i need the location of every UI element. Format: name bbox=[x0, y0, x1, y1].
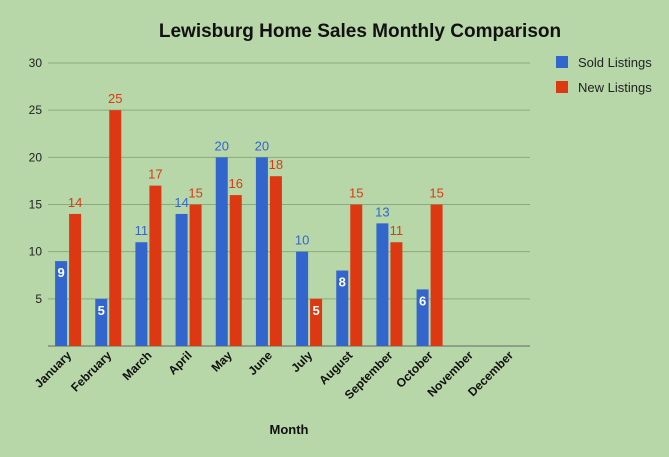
bar-sold-listings-july[interactable] bbox=[296, 251, 309, 346]
data-label: 15 bbox=[188, 186, 202, 201]
x-tick-label: February bbox=[68, 348, 114, 394]
data-label: 11 bbox=[390, 223, 404, 238]
bar-new-listings-january[interactable] bbox=[69, 213, 82, 346]
bar-sold-listings-january[interactable] bbox=[55, 261, 68, 346]
data-label: 5 bbox=[98, 303, 105, 318]
data-label: 17 bbox=[148, 167, 162, 182]
bar-sold-listings-october[interactable] bbox=[416, 289, 429, 346]
bar-new-listings-february[interactable] bbox=[109, 110, 122, 347]
bar-new-listings-september[interactable] bbox=[390, 242, 403, 346]
x-tick-label: July bbox=[288, 348, 315, 375]
data-label: 20 bbox=[215, 138, 229, 153]
gridlines bbox=[48, 62, 530, 347]
y-tick-label: 30 bbox=[29, 56, 43, 70]
data-label: 15 bbox=[349, 186, 363, 201]
data-label: 9 bbox=[57, 265, 64, 280]
y-tick-label: 10 bbox=[29, 245, 43, 259]
bar-new-listings-march[interactable] bbox=[149, 185, 162, 346]
legend-label: New Listings bbox=[578, 80, 652, 95]
bar-new-listings-april[interactable] bbox=[189, 204, 202, 347]
bar-sold-listings-august[interactable] bbox=[336, 270, 349, 346]
bar-new-listings-october[interactable] bbox=[430, 204, 443, 347]
y-axis-ticks: 5 10 15 20 25 30 bbox=[29, 56, 43, 306]
bar-sold-listings-april[interactable] bbox=[175, 213, 188, 346]
bar-new-listings-may[interactable] bbox=[229, 195, 242, 346]
x-tick-label: June bbox=[245, 348, 275, 378]
data-label: 13 bbox=[375, 204, 389, 219]
bar-sold-listings-june[interactable] bbox=[255, 157, 268, 346]
bar-sold-listings-may[interactable] bbox=[215, 157, 228, 346]
x-tick-label: May bbox=[208, 348, 235, 375]
bar-new-listings-august[interactable] bbox=[350, 204, 363, 347]
x-tick-label: April bbox=[165, 348, 194, 377]
data-label: 5 bbox=[312, 303, 319, 318]
data-label: 15 bbox=[429, 186, 443, 201]
bar-sold-listings-september[interactable] bbox=[376, 223, 389, 346]
x-axis-label: Month bbox=[270, 422, 309, 437]
y-tick-label: 25 bbox=[29, 103, 43, 117]
bar-sold-listings-march[interactable] bbox=[135, 242, 148, 346]
data-label: 20 bbox=[255, 138, 269, 153]
x-tick-label: March bbox=[120, 348, 155, 383]
data-label: 14 bbox=[68, 195, 82, 210]
legend-swatch bbox=[556, 56, 568, 68]
x-tick-label: August bbox=[316, 348, 355, 387]
data-label: 8 bbox=[339, 275, 346, 290]
bar-new-listings-july[interactable] bbox=[310, 298, 323, 346]
y-tick-label: 15 bbox=[29, 198, 43, 212]
legend[interactable]: Sold Listings New Listings bbox=[556, 55, 652, 95]
chart-title: Lewisburg Home Sales Monthly Comparison bbox=[159, 21, 561, 42]
data-label: 16 bbox=[229, 176, 243, 191]
y-tick-label: 20 bbox=[29, 150, 43, 164]
data-label: 11 bbox=[135, 223, 149, 238]
data-label: 10 bbox=[295, 233, 309, 248]
legend-swatch bbox=[556, 81, 568, 93]
data-label: 25 bbox=[108, 91, 122, 106]
data-label: 14 bbox=[174, 195, 188, 210]
data-label: 18 bbox=[269, 157, 283, 172]
bar-sold-listings-february[interactable] bbox=[95, 298, 108, 346]
data-label: 6 bbox=[419, 293, 426, 308]
legend-label: Sold Listings bbox=[578, 55, 652, 70]
y-tick-label: 5 bbox=[35, 292, 42, 306]
bar-new-listings-june[interactable] bbox=[269, 176, 282, 346]
